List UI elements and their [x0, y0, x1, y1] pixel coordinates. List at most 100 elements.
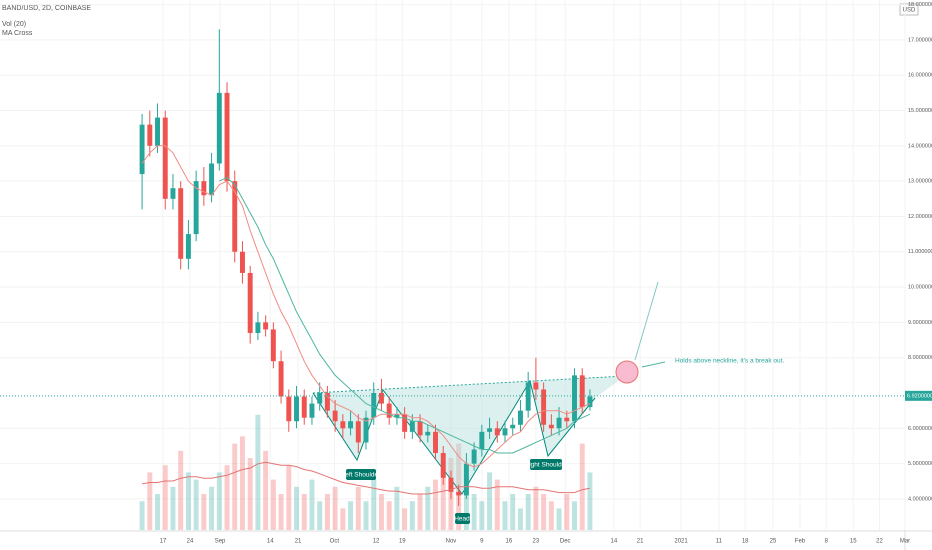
candle-body [456, 491, 462, 496]
volume-bar [324, 494, 330, 530]
y-tick-label: 6.0000000 [908, 426, 932, 432]
candle-body [355, 421, 361, 443]
candle-body [270, 329, 276, 362]
volume-bar [155, 494, 160, 530]
candle-body [510, 424, 516, 429]
volume-bar [494, 479, 500, 530]
candle-body [209, 163, 215, 196]
volume-bar [270, 479, 276, 530]
candle-body [517, 410, 523, 425]
volume-bar [332, 486, 338, 530]
chart-title: BAND/USD, 2D, COINBASE [2, 5, 91, 12]
candle-body [525, 382, 531, 411]
candle-body [494, 428, 500, 436]
volume-bar [378, 494, 384, 530]
candle-body [178, 188, 184, 259]
neckline-area [313, 376, 625, 494]
volume-bar [564, 494, 570, 530]
x-tick-label: 19 [399, 539, 406, 545]
candle-body [170, 188, 176, 199]
candle-body [579, 375, 585, 408]
volume-bar [463, 486, 469, 530]
volume-bar [294, 486, 299, 530]
volume-bar [572, 501, 577, 530]
label-box [455, 513, 470, 524]
x-tick-label: 14 [267, 539, 274, 545]
volume-bar [409, 501, 415, 530]
volume-bar [402, 508, 408, 530]
candle-body [479, 431, 485, 450]
x-tick-label: 12 [373, 539, 380, 545]
volume-bar [587, 472, 593, 530]
volume-bar [147, 472, 153, 530]
candle-body [185, 234, 191, 259]
candle-body [394, 414, 400, 418]
volume-bar [286, 465, 292, 530]
volume-bar [541, 494, 547, 530]
candle-body [147, 124, 153, 146]
y-tick-label: 11.0000000 [908, 249, 932, 255]
annotation: Head [454, 516, 470, 523]
candle-body [224, 92, 230, 182]
volume-bar [232, 443, 238, 530]
volume-bar [317, 501, 323, 530]
candle-body [371, 392, 377, 418]
x-tick-label: Dec [560, 539, 571, 545]
x-tick-label: 21 [295, 539, 302, 545]
annotation: Left Shoulder [342, 472, 382, 479]
candle-body [564, 417, 570, 422]
candle-body [386, 403, 392, 418]
candle-body [487, 428, 493, 432]
candle-body [556, 417, 562, 429]
candle-body [286, 396, 292, 422]
candle-body [139, 124, 145, 175]
x-tick-label: 15 [850, 539, 857, 545]
x-tick-label: 9 [480, 539, 484, 545]
last-price-label: 6.9200000 [907, 393, 932, 399]
candle-body [572, 375, 577, 422]
volume-bar [178, 450, 184, 530]
volume-bar [185, 472, 191, 530]
candle-body [548, 424, 554, 429]
volume-ma-line [142, 461, 590, 495]
x-tick-label: 17 [160, 539, 167, 545]
x-tick-label: Nov [446, 539, 457, 545]
candle-body [587, 396, 593, 408]
candle-body [502, 428, 508, 436]
volume-bar [348, 501, 354, 530]
candle-body [378, 392, 384, 404]
currency-box[interactable] [899, 3, 919, 16]
volume-bar [239, 436, 245, 530]
volume-bar [162, 465, 168, 530]
volume-bar [193, 479, 199, 530]
volume-bar [548, 501, 554, 530]
volume-bar [255, 414, 261, 530]
candle-body [471, 449, 477, 464]
target-arrow [634, 281, 659, 361]
candle-body [155, 117, 160, 146]
label-box [530, 459, 562, 470]
volume-bar [301, 494, 307, 530]
breakout-marker [615, 360, 639, 384]
x-tick-label: 16 [506, 539, 513, 545]
x-tick-label: 11 [716, 539, 723, 545]
callout-arrow [641, 361, 666, 368]
y-tick-label: 15.0000000 [908, 108, 932, 114]
x-tick-label: 2021 [674, 539, 688, 545]
candle-body [193, 181, 199, 235]
ma-line [219, 177, 591, 454]
x-tick-label: Mar [900, 539, 910, 545]
volume-bar [263, 450, 269, 530]
candle-body [363, 417, 369, 443]
y-tick-label: 10.0000000 [908, 285, 932, 291]
y-tick-label: 16.0000000 [908, 73, 932, 79]
volume-bar [510, 494, 516, 530]
x-tick-label: Feb [795, 539, 806, 545]
candle-body [433, 431, 438, 454]
volume-bar [216, 472, 222, 530]
volume-bar [309, 479, 315, 530]
candle-body [309, 403, 315, 418]
volume-bar [579, 443, 585, 530]
volume-bar [487, 472, 493, 530]
